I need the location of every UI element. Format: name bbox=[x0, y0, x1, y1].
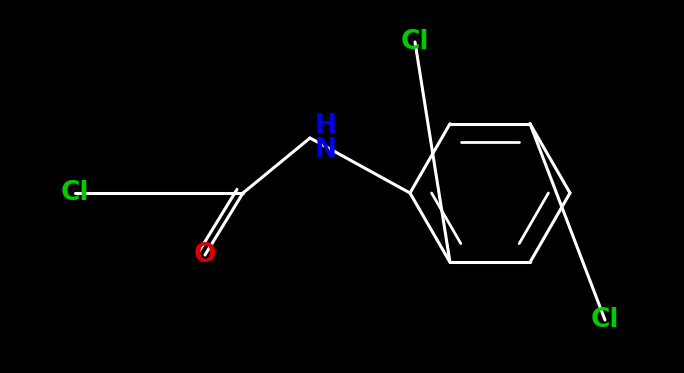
Text: Cl: Cl bbox=[401, 29, 430, 55]
Text: Cl: Cl bbox=[61, 180, 89, 206]
Text: O: O bbox=[194, 242, 216, 268]
Text: Cl: Cl bbox=[591, 307, 619, 333]
Text: N: N bbox=[315, 137, 337, 163]
Text: H: H bbox=[315, 113, 337, 139]
